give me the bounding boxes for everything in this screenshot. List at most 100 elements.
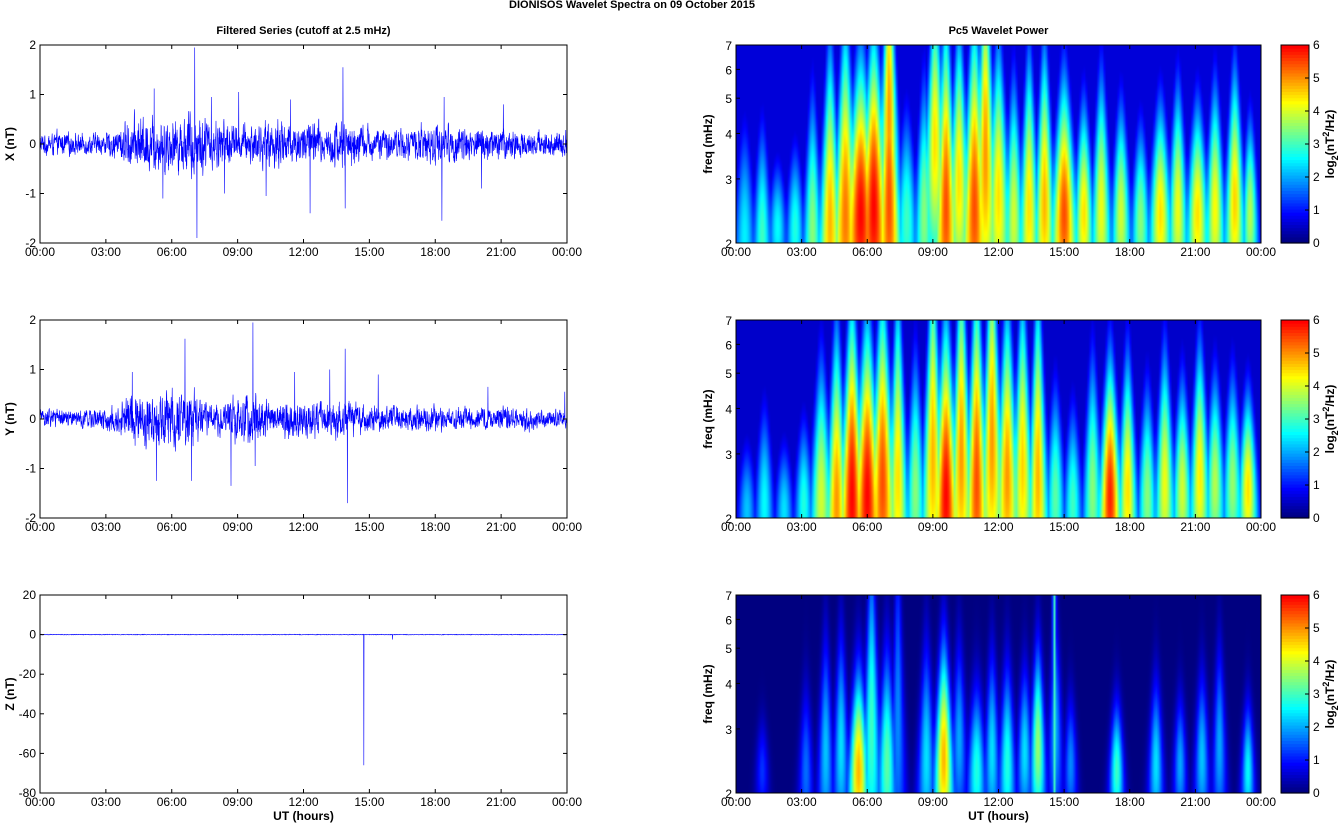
colorbar-swatch (1281, 332, 1309, 337)
y-wavelet-heatmap-image (736, 320, 1261, 518)
colorbar-swatch (1281, 653, 1309, 658)
colorbar-swatch (1281, 147, 1309, 151)
colorbar-swatch (1281, 635, 1309, 639)
colorbar-swatch (1281, 199, 1309, 204)
colorbar-swatch (1281, 341, 1309, 346)
y-tick-label: 2 (725, 787, 732, 801)
colorbar-tick-label: 0 (1313, 786, 1320, 800)
colorbar-swatch (1281, 659, 1309, 664)
colorbar-tick-label: 6 (1313, 38, 1320, 52)
colorbar-swatch (1281, 610, 1309, 615)
y-tick-label: 7 (725, 314, 732, 328)
y-axis-label: Z (nT) (3, 677, 17, 710)
y-tick-label: 5 (725, 367, 732, 381)
colorbar-swatch (1281, 360, 1309, 364)
colorbar-swatch (1281, 406, 1309, 411)
y-tick-label: -80 (19, 786, 37, 800)
colorbar-swatch (1281, 508, 1309, 513)
colorbar-swatch (1281, 752, 1309, 757)
colorbar-swatch (1281, 647, 1309, 652)
colorbar-swatch (1281, 162, 1309, 167)
colorbar-swatch (1281, 128, 1309, 133)
colorbar-swatch (1281, 650, 1309, 655)
x-tick-label: 15:00 (1049, 795, 1079, 809)
y-tick-label: 3 (725, 723, 732, 737)
colorbar-swatch (1281, 227, 1309, 232)
colorbar-swatch (1281, 415, 1309, 420)
colorbar-swatch (1281, 384, 1309, 389)
colorbar-swatch (1281, 638, 1309, 643)
x-tick-label: 21:00 (1180, 795, 1210, 809)
colorbar-swatch (1281, 437, 1309, 442)
y-axis-label: Y (nT) (3, 402, 17, 436)
colorbar-swatch (1281, 765, 1309, 769)
colorbar-swatch (1281, 116, 1309, 120)
colorbar-swatch (1281, 205, 1309, 210)
colorbar-swatch (1281, 82, 1309, 86)
x-tick-label: 09:00 (918, 245, 948, 259)
colorbar-swatch (1281, 746, 1309, 751)
colorbar-swatch (1281, 644, 1309, 649)
colorbar-tick-label: 6 (1313, 588, 1320, 602)
x-tick-label: 09:00 (223, 245, 253, 259)
colorbar-label-part: /Hz) (1323, 385, 1337, 407)
colorbar-swatch (1281, 94, 1309, 99)
colorbar-swatch (1281, 412, 1309, 417)
colorbar-swatch (1281, 786, 1309, 791)
colorbar-swatch (1281, 208, 1309, 213)
colorbar-swatch (1281, 397, 1309, 402)
colorbar-swatch (1281, 394, 1309, 398)
colorbar-swatch (1281, 471, 1309, 476)
colorbar-swatch (1281, 378, 1309, 383)
colorbar-swatch (1281, 632, 1309, 636)
colorbar-swatch (1281, 122, 1309, 127)
colorbar-swatch (1281, 762, 1309, 766)
colorbar-swatch (1281, 672, 1309, 677)
colorbar-swatch (1281, 490, 1309, 494)
colorbar-swatch (1281, 783, 1309, 788)
x-wavelet-heatmap-image (736, 45, 1261, 243)
colorbar-label: log2(nT2/Hz) (1321, 660, 1340, 729)
panel-title: Pc5 Wavelet Power (949, 25, 1050, 37)
colorbar-tick-label: 5 (1313, 71, 1320, 85)
colorbar-swatch (1281, 75, 1309, 80)
colorbar-swatch (1281, 372, 1309, 377)
colorbar-swatch (1281, 165, 1309, 170)
colorbar-swatch (1281, 480, 1309, 485)
colorbar-swatch (1281, 150, 1309, 154)
colorbar-swatch (1281, 366, 1309, 371)
colorbar-swatch (1281, 487, 1309, 491)
x-tick-label: 21:00 (486, 795, 516, 809)
colorbar-swatch (1281, 326, 1309, 330)
colorbar-swatch (1281, 113, 1309, 117)
colorbar-swatch (1281, 768, 1309, 772)
x-series-panel: -2 -1 0 1 2 00:00 03:00 06:00 09:00 12:00 15:00 18:… (3, 25, 582, 259)
colorbar-tick-label: 2 (1313, 170, 1320, 184)
x-tick-label: 06:00 (852, 795, 882, 809)
x-tick-label: 15:00 (1049, 520, 1079, 534)
x-tick-label: 00:00 (25, 795, 55, 809)
plot-area (40, 595, 567, 793)
y-tick-label: -2 (25, 236, 36, 250)
colorbar-swatch (1281, 103, 1309, 108)
colorbar-tick-label: 2 (1313, 720, 1320, 734)
colorbar-swatch (1281, 425, 1309, 429)
colorbar-swatch (1281, 369, 1309, 374)
colorbar-swatch (1281, 468, 1309, 473)
y-tick-label: 7 (725, 39, 732, 53)
z-series-trace (39, 633, 568, 766)
colorbar-swatch (1281, 48, 1309, 52)
x-tick-label: 18:00 (420, 795, 450, 809)
colorbar-swatch (1281, 119, 1309, 123)
colorbar-label-part: (nT (1323, 686, 1337, 705)
colorbar-swatch (1281, 728, 1309, 732)
x-tick-label: 03:00 (91, 520, 121, 534)
colorbar-swatch (1281, 721, 1309, 726)
y-tick-label: 20 (23, 588, 37, 602)
colorbar-swatch (1281, 616, 1309, 621)
colorbar-swatch (1281, 144, 1309, 148)
colorbar-swatch (1281, 354, 1309, 358)
colorbar-swatch (1281, 403, 1309, 408)
